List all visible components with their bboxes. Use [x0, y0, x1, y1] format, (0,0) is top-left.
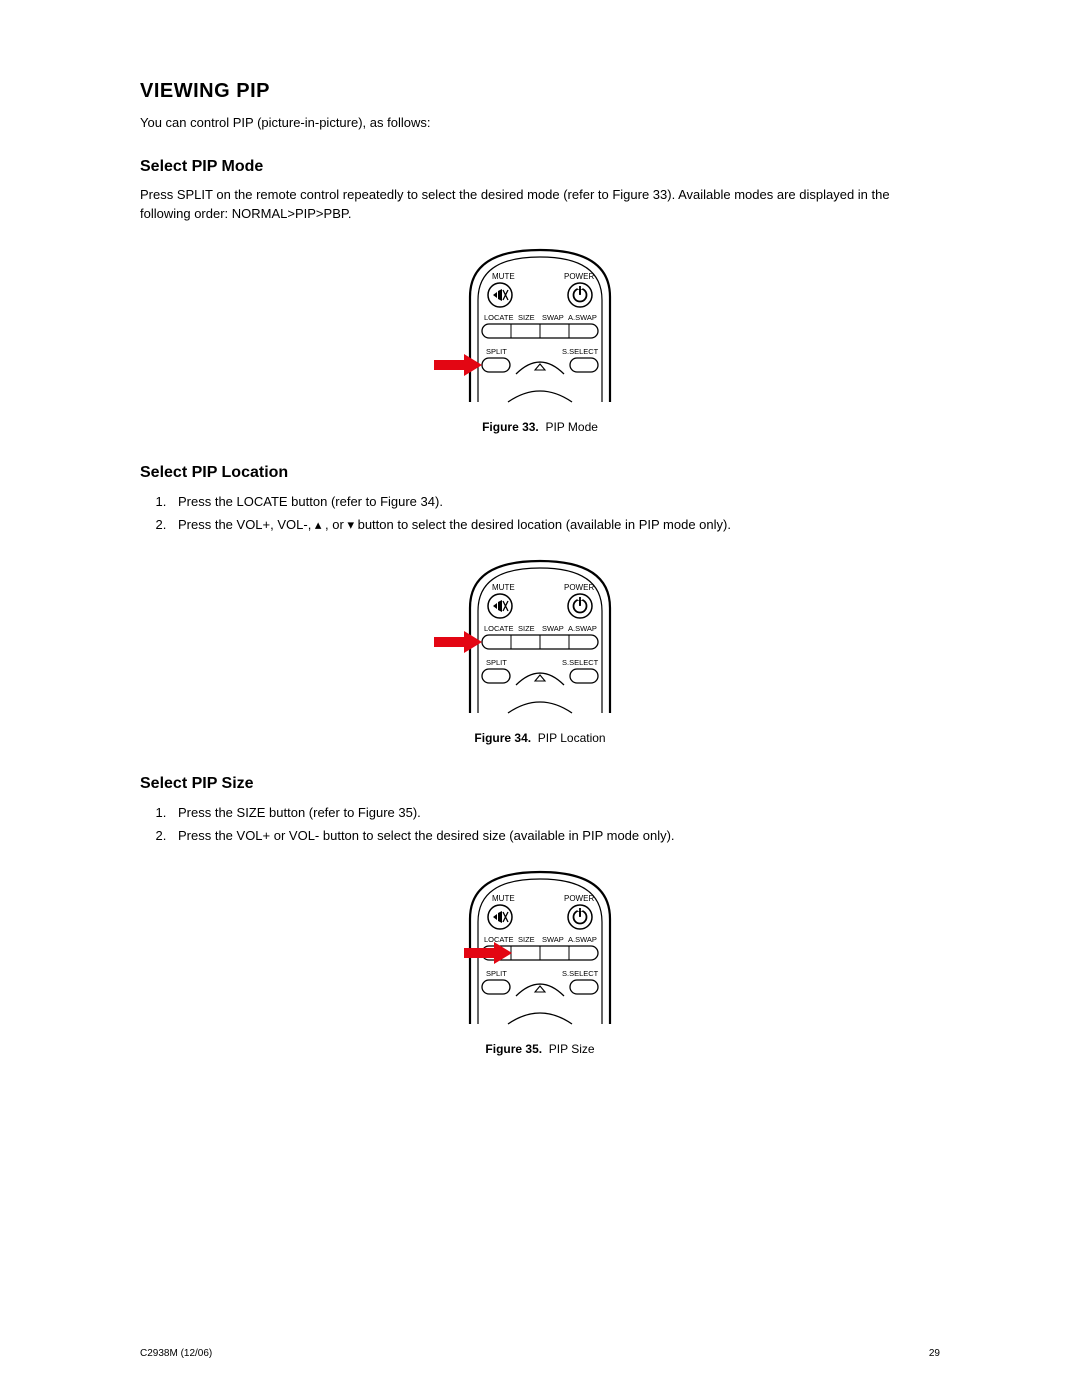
remote-diagram-location: MUTE POWER LOCATE SIZE SWAP A.SWAP SPLIT S.SELE… [430, 553, 650, 718]
step-location-2: Press the VOL+, VOL-, ▴ , or ▾ button to… [170, 515, 940, 535]
figure-34: MUTE POWER LOCATE SIZE SWAP A.SWAP SPLIT S.SELE… [140, 553, 940, 745]
heading-pip-size: Select PIP Size [140, 775, 940, 793]
page-title: VIEWING PIP [140, 80, 940, 103]
svg-text:POWER: POWER [564, 272, 594, 281]
caption-34: Figure 34. PIP Location [140, 731, 940, 745]
svg-text:S.SELECT: S.SELECT [562, 658, 599, 667]
svg-text:LOCATE: LOCATE [484, 935, 513, 944]
steps-pip-size: Press the SIZE button (refer to Figure 3… [140, 803, 940, 846]
svg-text:SWAP: SWAP [542, 935, 564, 944]
heading-pip-location: Select PIP Location [140, 464, 940, 482]
step-size-2: Press the VOL+ or VOL- button to select … [170, 826, 940, 846]
step-size-1: Press the SIZE button (refer to Figure 3… [170, 803, 940, 823]
svg-text:POWER: POWER [564, 894, 594, 903]
svg-text:LOCATE: LOCATE [484, 313, 513, 322]
remote-diagram-mode: MUTE POWER LOCATE SIZE SWAP A.SWAP SPLIT S.SELE… [430, 242, 650, 407]
svg-text:S.SELECT: S.SELECT [562, 969, 599, 978]
footer-page-number: 29 [929, 1348, 940, 1359]
svg-text:SWAP: SWAP [542, 624, 564, 633]
svg-text:A.SWAP: A.SWAP [568, 624, 597, 633]
caption-35: Figure 35. PIP Size [140, 1042, 940, 1056]
figure-33: MUTE POWER LOCATE SIZE SWAP A.SWAP SPLIT S.SELE… [140, 242, 940, 434]
text-pip-mode: Press SPLIT on the remote control repeat… [140, 186, 940, 224]
svg-text:LOCATE: LOCATE [484, 624, 513, 633]
svg-text:POWER: POWER [564, 583, 594, 592]
svg-text:SPLIT: SPLIT [486, 347, 507, 356]
svg-text:SPLIT: SPLIT [486, 658, 507, 667]
step-location-1: Press the LOCATE button (refer to Figure… [170, 492, 940, 512]
svg-text:SIZE: SIZE [518, 624, 535, 633]
svg-text:S.SELECT: S.SELECT [562, 347, 599, 356]
page-footer: C2938M (12/06) 29 [140, 1348, 940, 1359]
figure-35: MUTE POWER LOCATE SIZE SWAP A.SWAP SPLIT S.SELE… [140, 864, 940, 1056]
footer-doc-id: C2938M (12/06) [140, 1348, 212, 1359]
svg-text:SIZE: SIZE [518, 935, 535, 944]
intro-text: You can control PIP (picture-in-picture)… [140, 115, 940, 130]
svg-text:MUTE: MUTE [492, 894, 515, 903]
caption-33: Figure 33. PIP Mode [140, 420, 940, 434]
svg-text:MUTE: MUTE [492, 583, 515, 592]
svg-text:A.SWAP: A.SWAP [568, 313, 597, 322]
svg-text:SWAP: SWAP [542, 313, 564, 322]
steps-pip-location: Press the LOCATE button (refer to Figure… [140, 492, 940, 535]
svg-text:MUTE: MUTE [492, 272, 515, 281]
svg-text:A.SWAP: A.SWAP [568, 935, 597, 944]
svg-text:SPLIT: SPLIT [486, 969, 507, 978]
svg-text:SIZE: SIZE [518, 313, 535, 322]
remote-diagram-size: MUTE POWER LOCATE SIZE SWAP A.SWAP SPLIT S.SELE… [430, 864, 650, 1029]
heading-pip-mode: Select PIP Mode [140, 158, 940, 176]
